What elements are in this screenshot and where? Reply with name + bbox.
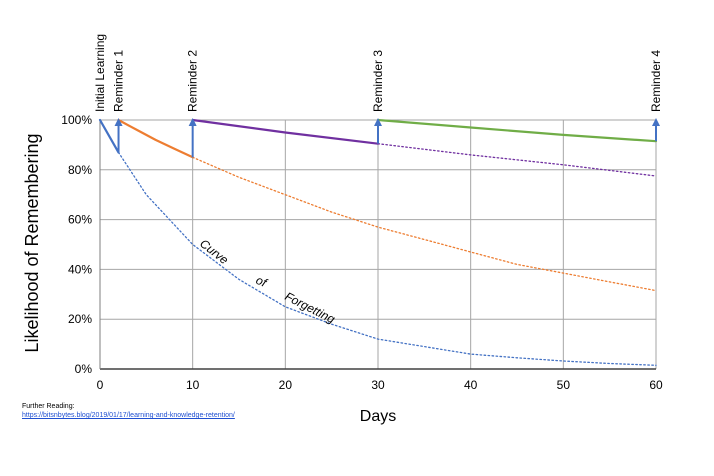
x-tick-label: 10	[186, 378, 200, 392]
further-reading: Further Reading: https://bitsnbytes.blog…	[22, 402, 235, 420]
reminder-label-0: Initial Learning	[93, 34, 107, 112]
y-tick-label: 0%	[75, 362, 93, 376]
x-tick-label: 30	[371, 378, 385, 392]
further-reading-heading: Further Reading:	[22, 403, 75, 410]
reminder-label-2: Reminder 2	[186, 50, 200, 112]
annotation-of: of	[254, 273, 270, 291]
curve-line-4	[192, 156, 657, 292]
reminder-label-4: Reminder 4	[649, 50, 663, 112]
x-tick-label: 40	[464, 378, 478, 392]
x-tick-label: 60	[649, 378, 663, 392]
reminder-arrows	[114, 118, 660, 158]
y-tick-label: 100%	[61, 113, 92, 127]
x-tick-label: 20	[279, 378, 293, 392]
y-tick-label: 60%	[68, 213, 92, 227]
curve-line-1	[98, 118, 120, 154]
reminder-label-1: Reminder 1	[112, 50, 126, 112]
curve-line-2	[117, 151, 657, 366]
curve-line-6	[377, 143, 657, 177]
series-lines	[98, 118, 658, 366]
further-reading-link[interactable]: https://bitsnbytes.blog/2019/01/17/learn…	[22, 412, 235, 419]
labels: Likelihood of Remembering Days Curve of …	[22, 34, 663, 425]
grid	[99, 119, 657, 370]
y-axis-label: Likelihood of Remembering	[22, 133, 42, 352]
reminder-label-3: Reminder 3	[371, 50, 385, 112]
annotation-curve: Curve	[197, 236, 231, 267]
curve-line-7	[376, 118, 658, 143]
x-axis-label: Days	[360, 408, 396, 425]
y-tick-label: 40%	[68, 262, 92, 276]
annotation-forgetting: Forgetting	[283, 289, 338, 326]
x-tick-label: 0	[97, 378, 104, 392]
x-tick-label: 50	[557, 378, 571, 392]
axes	[99, 120, 656, 370]
curve-line-3	[117, 118, 194, 159]
y-tick-label: 20%	[68, 312, 92, 326]
y-tick-label: 80%	[68, 163, 92, 177]
curve-line-5	[191, 118, 380, 145]
